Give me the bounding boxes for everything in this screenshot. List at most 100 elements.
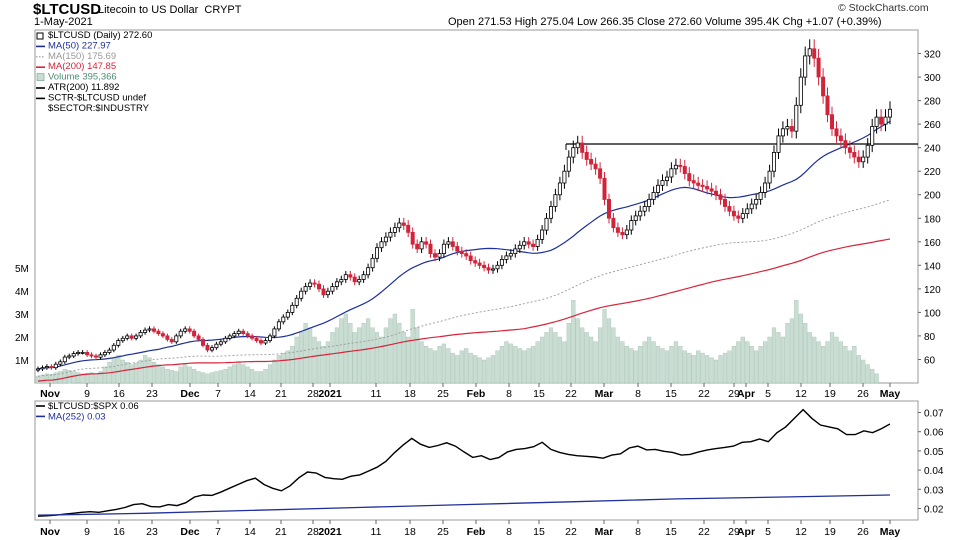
candle-body <box>321 288 326 296</box>
volume-bar <box>223 369 228 384</box>
legend-label: MA(252) 0.03 <box>48 411 106 422</box>
candle-body <box>673 164 678 170</box>
candle-body <box>44 366 49 369</box>
volume-bar <box>620 341 625 384</box>
candle-body <box>825 95 830 116</box>
candle-body <box>267 335 272 341</box>
candle-body <box>227 335 232 339</box>
date-tick-label: 12 <box>795 388 807 400</box>
volume-bar <box>254 371 259 384</box>
volume-bar <box>535 341 540 384</box>
candle-body <box>727 206 732 212</box>
chart-date: 1-May-2021 <box>34 16 93 28</box>
moving-averages <box>37 120 891 382</box>
candle-body <box>40 367 45 370</box>
date-tick-label: Dec <box>180 388 199 400</box>
volume-tick-label: 3M <box>15 310 29 321</box>
volume-bar <box>687 352 692 384</box>
candle-body <box>379 241 384 249</box>
volume-bar <box>424 346 429 384</box>
volume-bar <box>361 323 366 384</box>
candle-body <box>352 276 357 283</box>
candle-body <box>455 246 460 252</box>
volume-bar <box>388 318 393 384</box>
candle-body <box>705 186 710 190</box>
candle-body <box>508 253 513 257</box>
candle-body <box>615 227 620 233</box>
candle-body <box>477 262 482 266</box>
ma150-line <box>37 199 891 377</box>
candle-body <box>776 135 781 153</box>
candle-body <box>205 344 210 351</box>
candle-body <box>687 173 692 182</box>
volume-bar <box>589 336 594 384</box>
candle-body <box>629 220 634 231</box>
volume-bar <box>821 346 826 384</box>
candle-body <box>80 351 85 354</box>
date-tick-label: 8 <box>506 388 512 400</box>
candle-body <box>602 177 607 200</box>
volume-bar <box>669 346 674 384</box>
volume-bar <box>852 346 857 384</box>
volume-bar <box>40 374 45 384</box>
volume-bar <box>825 341 830 384</box>
volume-bar <box>200 372 206 384</box>
candle-body <box>415 243 420 250</box>
candle-body <box>397 222 402 229</box>
volume-bar <box>165 369 170 384</box>
candle-body <box>85 351 90 356</box>
candle-body <box>624 229 629 236</box>
volume-bar <box>205 373 210 384</box>
candle-body <box>464 253 469 257</box>
date-axis-main: Nov 9 16 23 Dec 7 14 21 28 2021 11 18 25 Feb 8 15 22 Mar 8… <box>40 383 900 400</box>
candle-body <box>758 191 763 200</box>
volume-bar <box>392 313 397 384</box>
volume-bar <box>691 355 696 384</box>
candle-body <box>638 210 643 217</box>
volume-bar <box>584 332 589 384</box>
volume-bar <box>709 357 714 384</box>
rs-date-tick-label: 15 <box>533 526 545 538</box>
volume-bar <box>553 332 558 384</box>
volume-bar <box>571 300 576 384</box>
volume-bar <box>517 348 522 384</box>
volume-bar <box>713 359 719 384</box>
volume-axis: 1M 2M 3M 4M 5M <box>15 264 29 367</box>
candle-body <box>424 241 429 245</box>
volume-bar <box>263 369 268 384</box>
candle-body <box>241 330 246 335</box>
rs-date-tick-label: 18 <box>404 526 416 538</box>
rs-tick-label: 0.02 <box>924 505 944 516</box>
volume-bar <box>312 336 317 384</box>
volume-bar <box>249 369 255 384</box>
candle-body <box>642 206 647 212</box>
symbol-name: Litecoin to US Dollar CRYPT <box>98 4 242 16</box>
rs-date-tick-label: 15 <box>665 526 677 538</box>
volume-bar <box>183 364 188 384</box>
legend-swatch <box>36 73 45 81</box>
volume-bar <box>771 327 777 384</box>
candle-body <box>526 241 531 245</box>
rs-tick-label: 0.06 <box>924 428 944 439</box>
date-axis-rs: Nov 9 16 23 Dec 7 14 21 28 2021 11 18 25 Feb 8 15 22 Mar 8… <box>40 520 900 538</box>
volume-bar <box>736 341 741 384</box>
volume-bar <box>785 323 790 384</box>
volume-bar <box>647 336 652 384</box>
candle-body <box>174 335 179 343</box>
volume-bar <box>745 341 750 384</box>
price-tick-label: 260 <box>924 120 941 131</box>
candle-body <box>531 243 536 247</box>
rs-date-tick-label: 9 <box>84 526 90 538</box>
volume-bar <box>615 336 620 384</box>
candle-body <box>522 241 527 246</box>
volume-bar <box>58 371 63 384</box>
date-tick-label: 2021 <box>318 388 342 400</box>
rs-date-tick-label: Nov <box>40 526 60 538</box>
date-tick-label: 14 <box>244 388 256 400</box>
candle-body <box>392 227 397 233</box>
volume-bar <box>80 373 85 384</box>
candle-body <box>767 170 772 184</box>
candle-body <box>504 255 509 260</box>
date-tick-label: Nov <box>40 388 60 400</box>
